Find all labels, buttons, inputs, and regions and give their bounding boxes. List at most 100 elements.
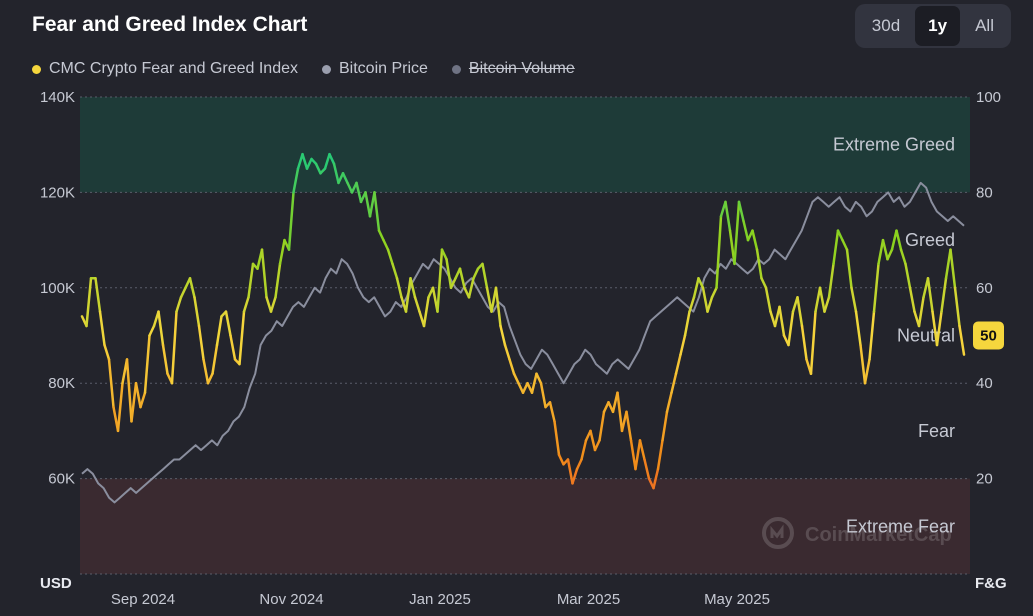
fear-greed-line-segment	[301, 152, 309, 170]
fear-greed-line-segment	[211, 343, 219, 375]
zone-band-4	[80, 478, 970, 574]
fear-greed-line-segment	[697, 277, 705, 290]
left-axis-tick-label: 100K	[40, 280, 75, 297]
fear-greed-line-segment	[953, 286, 961, 328]
watermark: CoinMarketCap	[762, 517, 952, 549]
fear-greed-line-segment	[742, 219, 750, 242]
fear-greed-line-segment	[652, 467, 660, 490]
left-axis-unit: USD	[40, 575, 72, 592]
legend-dot-icon	[451, 64, 461, 74]
fear-greed-line-segment	[764, 286, 772, 313]
fear-greed-line-segment	[683, 310, 691, 337]
fear-greed-line-segment	[679, 334, 687, 356]
legend-dot-icon	[322, 64, 331, 74]
fear-greed-line-segment	[130, 381, 138, 423]
legend-item-bitcoin-volume[interactable]: Bitcoin Volume	[451, 60, 575, 78]
fear-greed-line-segment	[769, 310, 777, 328]
fear-greed-line-segment	[503, 343, 511, 361]
range-all-button[interactable]: All	[975, 16, 994, 35]
fear-greed-line-segment	[193, 296, 201, 328]
fear-greed-line-segment	[148, 324, 156, 337]
fear-greed-line-segment	[751, 229, 759, 251]
legend-label: CMC Crypto Fear and Greed Index	[49, 60, 298, 77]
fear-greed-line-segment	[899, 248, 907, 266]
fear-greed-line-segment	[814, 286, 822, 313]
fear-greed-line-segment	[508, 358, 516, 375]
fear-greed-line-segment	[688, 296, 696, 313]
fear-greed-line-segment	[908, 286, 916, 313]
zone-label: Extreme Greed	[833, 135, 955, 155]
fear-greed-line-segment	[715, 215, 723, 290]
fear-greed-line-segment	[809, 310, 817, 375]
fear-greed-line-segment	[85, 277, 93, 328]
fear-greed-line-segment	[521, 381, 529, 394]
fear-greed-line-segment	[287, 191, 295, 251]
fear-greed-line-segment	[935, 310, 943, 347]
fear-greed-line-segment	[638, 439, 646, 461]
fear-greed-line-segment	[170, 310, 178, 385]
fear-greed-line-segment	[670, 372, 678, 394]
fear-greed-line-segment	[796, 296, 804, 328]
fear-greed-line-segment	[179, 286, 187, 299]
legend-item-bitcoin-price[interactable]: Bitcoin Price	[322, 60, 428, 78]
range-1y-button[interactable]: 1y	[915, 6, 961, 46]
fear-greed-line-segment	[755, 248, 763, 280]
fear-greed-line-segment	[553, 420, 561, 457]
right-axis-tick-label: 100	[976, 89, 1001, 106]
fear-greed-line-segment	[890, 229, 898, 251]
range-30d-button[interactable]: 30d	[871, 16, 901, 35]
fear-greed-line-segment	[674, 353, 682, 375]
fear-greed-line-segment	[445, 257, 453, 290]
x-axis-tick-label: Jan 2025	[409, 591, 471, 608]
fear-greed-line-segment	[472, 267, 480, 280]
fear-greed-line-segment	[296, 152, 304, 170]
fear-greed-line-segment	[377, 229, 385, 242]
fear-greed-line-segment	[710, 286, 718, 299]
fear-greed-line-segment	[292, 167, 300, 194]
fear-greed-line-segment	[440, 248, 448, 261]
fear-greed-line-segment	[656, 439, 664, 471]
fear-greed-line-segment	[373, 191, 381, 232]
fear-greed-line-segment	[467, 277, 475, 299]
legend-dot-icon	[32, 64, 41, 74]
fear-greed-line-segment	[629, 439, 637, 471]
fear-greed-line-segment	[391, 262, 399, 280]
fear-greed-line-segment	[175, 296, 183, 313]
fear-greed-line-segment	[737, 200, 745, 223]
fear-greed-line-segment	[836, 229, 844, 242]
legend-label: Bitcoin Volume	[468, 60, 575, 77]
fear-greed-line-segment	[382, 238, 390, 251]
fear-greed-line-segment	[269, 296, 277, 313]
fear-greed-line-segment	[593, 439, 601, 452]
fear-greed-line-segment	[458, 267, 466, 290]
fear-greed-line-segment	[229, 334, 237, 361]
zone-label: Extreme Fear	[846, 516, 955, 536]
fear-greed-line-segment	[917, 296, 925, 328]
zone-label: Fear	[918, 421, 955, 441]
fear-greed-line-segment	[616, 391, 624, 433]
fear-greed-line-segment	[238, 310, 246, 366]
fear-greed-line-segment	[395, 277, 403, 299]
fear-greed-line-segment	[449, 277, 457, 290]
fear-greed-line-segment	[602, 401, 610, 414]
fear-greed-line-segment	[274, 262, 282, 299]
fear-greed-line-segment	[530, 372, 538, 394]
legend-item-fear-greed[interactable]: CMC Crypto Fear and Greed Index	[32, 60, 298, 78]
fear-greed-line-segment	[580, 439, 588, 461]
fear-greed-line-segment	[202, 358, 210, 385]
fear-greed-line-segment	[247, 262, 255, 299]
fear-greed-line-segment	[832, 229, 840, 266]
fear-greed-line-segment	[278, 238, 286, 266]
fear-greed-line-segment	[139, 391, 147, 409]
fear-greed-line-segment	[422, 296, 430, 328]
fear-greed-line-segment	[499, 324, 507, 347]
fear-greed-line-segment	[125, 358, 133, 423]
coinmarketcap-logo-icon	[762, 517, 794, 549]
fear-greed-line-segment	[872, 262, 880, 313]
fear-greed-line-segment	[643, 458, 651, 480]
right-axis-tick-label: 60	[976, 280, 993, 297]
fear-greed-line-segment	[778, 305, 786, 337]
fear-greed-line-segment	[413, 296, 421, 313]
fear-greed-line-segment	[404, 277, 412, 313]
